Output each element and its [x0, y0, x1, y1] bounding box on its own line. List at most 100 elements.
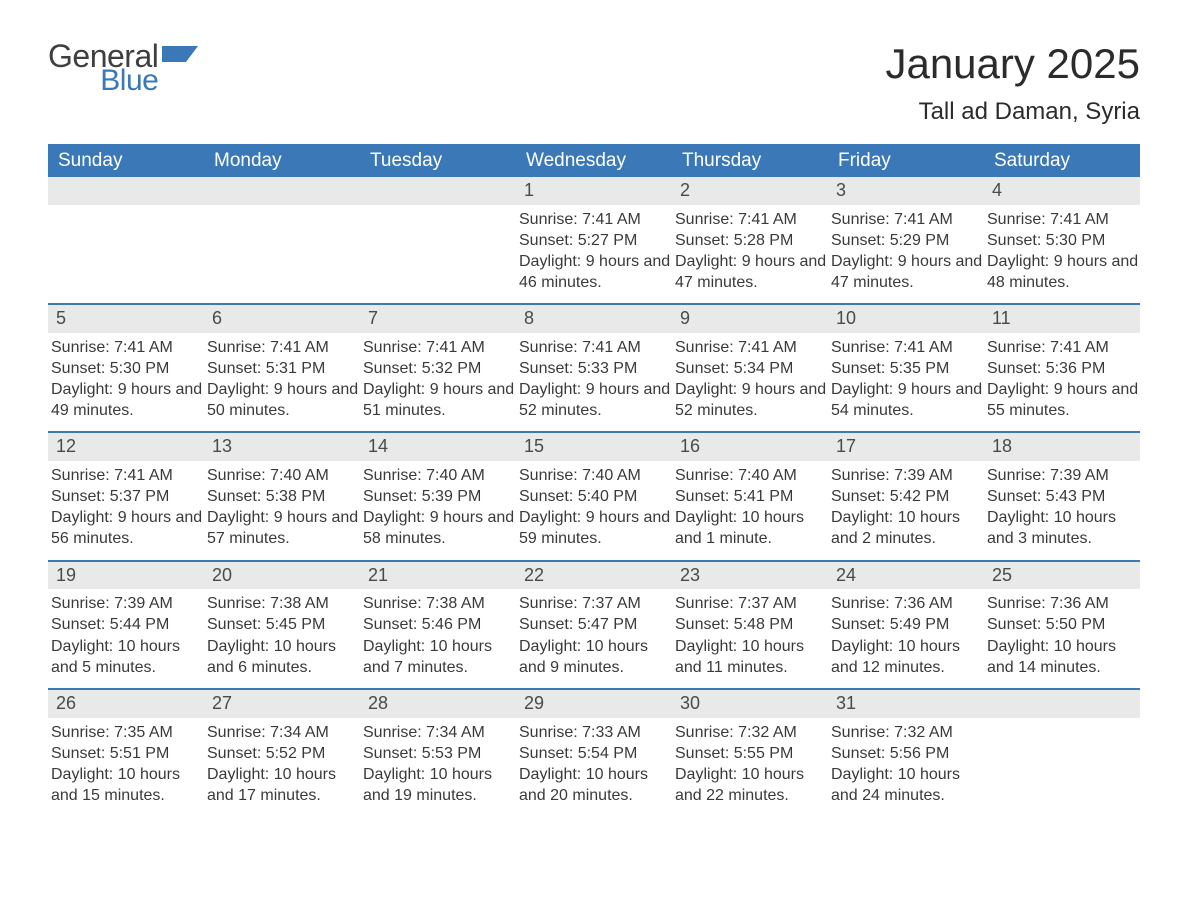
sunset-line: Sunset: 5:47 PM [519, 614, 672, 635]
sunrise-line: Sunrise: 7:34 AM [207, 722, 360, 743]
dow-cell: Thursday [672, 144, 828, 177]
day-body: Sunrise: 7:40 AMSunset: 5:40 PMDaylight:… [516, 461, 672, 549]
dow-cell: Sunday [48, 144, 204, 177]
sunrise-line: Sunrise: 7:40 AM [207, 465, 360, 486]
day-body: Sunrise: 7:33 AMSunset: 5:54 PMDaylight:… [516, 718, 672, 806]
day-body: Sunrise: 7:40 AMSunset: 5:41 PMDaylight:… [672, 461, 828, 549]
dow-cell: Saturday [984, 144, 1140, 177]
day-body: Sunrise: 7:41 AMSunset: 5:34 PMDaylight:… [672, 333, 828, 421]
day-number: 12 [48, 433, 204, 461]
day-cell: 11Sunrise: 7:41 AMSunset: 5:36 PMDayligh… [984, 305, 1140, 421]
flag-icon [162, 40, 204, 75]
day-number: 5 [48, 305, 204, 333]
sunrise-line: Sunrise: 7:39 AM [987, 465, 1140, 486]
day-number: 22 [516, 562, 672, 590]
day-cell: 27Sunrise: 7:34 AMSunset: 5:52 PMDayligh… [204, 690, 360, 806]
title-block: January 2025 Tall ad Daman, Syria [885, 40, 1140, 126]
day-body: Sunrise: 7:34 AMSunset: 5:52 PMDaylight:… [204, 718, 360, 806]
day-cell: 4Sunrise: 7:41 AMSunset: 5:30 PMDaylight… [984, 177, 1140, 293]
day-cell: 2Sunrise: 7:41 AMSunset: 5:28 PMDaylight… [672, 177, 828, 293]
sunrise-line: Sunrise: 7:39 AM [831, 465, 984, 486]
day-body: Sunrise: 7:41 AMSunset: 5:27 PMDaylight:… [516, 205, 672, 293]
dow-cell: Friday [828, 144, 984, 177]
sunrise-line: Sunrise: 7:33 AM [519, 722, 672, 743]
daylight-line: Daylight: 10 hours and 2 minutes. [831, 507, 984, 549]
sunset-line: Sunset: 5:48 PM [675, 614, 828, 635]
day-number: 21 [360, 562, 516, 590]
day-number: 3 [828, 177, 984, 205]
day-number: 1 [516, 177, 672, 205]
day-cell: 9Sunrise: 7:41 AMSunset: 5:34 PMDaylight… [672, 305, 828, 421]
day-number: 15 [516, 433, 672, 461]
daylight-line: Daylight: 9 hours and 58 minutes. [363, 507, 516, 549]
day-body: Sunrise: 7:40 AMSunset: 5:38 PMDaylight:… [204, 461, 360, 549]
day-body: Sunrise: 7:35 AMSunset: 5:51 PMDaylight:… [48, 718, 204, 806]
daylight-line: Daylight: 10 hours and 12 minutes. [831, 636, 984, 678]
day-cell: 5Sunrise: 7:41 AMSunset: 5:30 PMDaylight… [48, 305, 204, 421]
day-number: 25 [984, 562, 1140, 590]
sunset-line: Sunset: 5:29 PM [831, 230, 984, 251]
day-cell: 18Sunrise: 7:39 AMSunset: 5:43 PMDayligh… [984, 433, 1140, 549]
day-body: Sunrise: 7:34 AMSunset: 5:53 PMDaylight:… [360, 718, 516, 806]
sunrise-line: Sunrise: 7:39 AM [51, 593, 204, 614]
sunrise-line: Sunrise: 7:36 AM [831, 593, 984, 614]
day-cell: 31Sunrise: 7:32 AMSunset: 5:56 PMDayligh… [828, 690, 984, 806]
day-body: Sunrise: 7:38 AMSunset: 5:45 PMDaylight:… [204, 589, 360, 677]
daylight-line: Daylight: 9 hours and 49 minutes. [51, 379, 204, 421]
sunset-line: Sunset: 5:50 PM [987, 614, 1140, 635]
day-cell: 17Sunrise: 7:39 AMSunset: 5:42 PMDayligh… [828, 433, 984, 549]
day-number: 18 [984, 433, 1140, 461]
header-row: General Blue January 2025 Tall ad Daman,… [48, 40, 1140, 126]
dow-cell: Wednesday [516, 144, 672, 177]
day-number: 20 [204, 562, 360, 590]
day-cell: 1Sunrise: 7:41 AMSunset: 5:27 PMDaylight… [516, 177, 672, 293]
calendar: SundayMondayTuesdayWednesdayThursdayFrid… [48, 144, 1140, 816]
sunrise-line: Sunrise: 7:41 AM [675, 337, 828, 358]
dow-cell: Tuesday [360, 144, 516, 177]
location-label: Tall ad Daman, Syria [885, 98, 1140, 126]
day-cell: 20Sunrise: 7:38 AMSunset: 5:45 PMDayligh… [204, 562, 360, 678]
sunrise-line: Sunrise: 7:41 AM [519, 209, 672, 230]
daylight-line: Daylight: 10 hours and 3 minutes. [987, 507, 1140, 549]
daylight-line: Daylight: 9 hours and 55 minutes. [987, 379, 1140, 421]
daylight-line: Daylight: 9 hours and 57 minutes. [207, 507, 360, 549]
sunset-line: Sunset: 5:52 PM [207, 743, 360, 764]
day-body: Sunrise: 7:41 AMSunset: 5:30 PMDaylight:… [48, 333, 204, 421]
day-body: Sunrise: 7:41 AMSunset: 5:31 PMDaylight:… [204, 333, 360, 421]
sunrise-line: Sunrise: 7:41 AM [831, 209, 984, 230]
day-cell: 7Sunrise: 7:41 AMSunset: 5:32 PMDaylight… [360, 305, 516, 421]
week-row: 5Sunrise: 7:41 AMSunset: 5:30 PMDaylight… [48, 303, 1140, 431]
sunset-line: Sunset: 5:53 PM [363, 743, 516, 764]
daylight-line: Daylight: 10 hours and 1 minute. [675, 507, 828, 549]
day-cell: 30Sunrise: 7:32 AMSunset: 5:55 PMDayligh… [672, 690, 828, 806]
logo-text: General Blue [48, 40, 158, 96]
day-cell: 25Sunrise: 7:36 AMSunset: 5:50 PMDayligh… [984, 562, 1140, 678]
sunrise-line: Sunrise: 7:38 AM [207, 593, 360, 614]
week-row: 1Sunrise: 7:41 AMSunset: 5:27 PMDaylight… [48, 177, 1140, 303]
sunrise-line: Sunrise: 7:37 AM [675, 593, 828, 614]
day-number: 11 [984, 305, 1140, 333]
day-number: 6 [204, 305, 360, 333]
day-body: Sunrise: 7:37 AMSunset: 5:48 PMDaylight:… [672, 589, 828, 677]
sunset-line: Sunset: 5:51 PM [51, 743, 204, 764]
daylight-line: Daylight: 10 hours and 7 minutes. [363, 636, 516, 678]
sunrise-line: Sunrise: 7:41 AM [519, 337, 672, 358]
sunset-line: Sunset: 5:42 PM [831, 486, 984, 507]
sunset-line: Sunset: 5:27 PM [519, 230, 672, 251]
day-body: Sunrise: 7:39 AMSunset: 5:43 PMDaylight:… [984, 461, 1140, 549]
day-body: Sunrise: 7:41 AMSunset: 5:32 PMDaylight:… [360, 333, 516, 421]
sunrise-line: Sunrise: 7:41 AM [363, 337, 516, 358]
sunset-line: Sunset: 5:38 PM [207, 486, 360, 507]
day-number [48, 177, 204, 205]
daylight-line: Daylight: 9 hours and 47 minutes. [831, 251, 984, 293]
day-cell: 23Sunrise: 7:37 AMSunset: 5:48 PMDayligh… [672, 562, 828, 678]
daylight-line: Daylight: 9 hours and 52 minutes. [675, 379, 828, 421]
day-number: 16 [672, 433, 828, 461]
sunrise-line: Sunrise: 7:35 AM [51, 722, 204, 743]
sunrise-line: Sunrise: 7:37 AM [519, 593, 672, 614]
day-cell [48, 177, 204, 293]
day-body: Sunrise: 7:41 AMSunset: 5:36 PMDaylight:… [984, 333, 1140, 421]
sunrise-line: Sunrise: 7:40 AM [363, 465, 516, 486]
day-number: 2 [672, 177, 828, 205]
day-cell: 24Sunrise: 7:36 AMSunset: 5:49 PMDayligh… [828, 562, 984, 678]
